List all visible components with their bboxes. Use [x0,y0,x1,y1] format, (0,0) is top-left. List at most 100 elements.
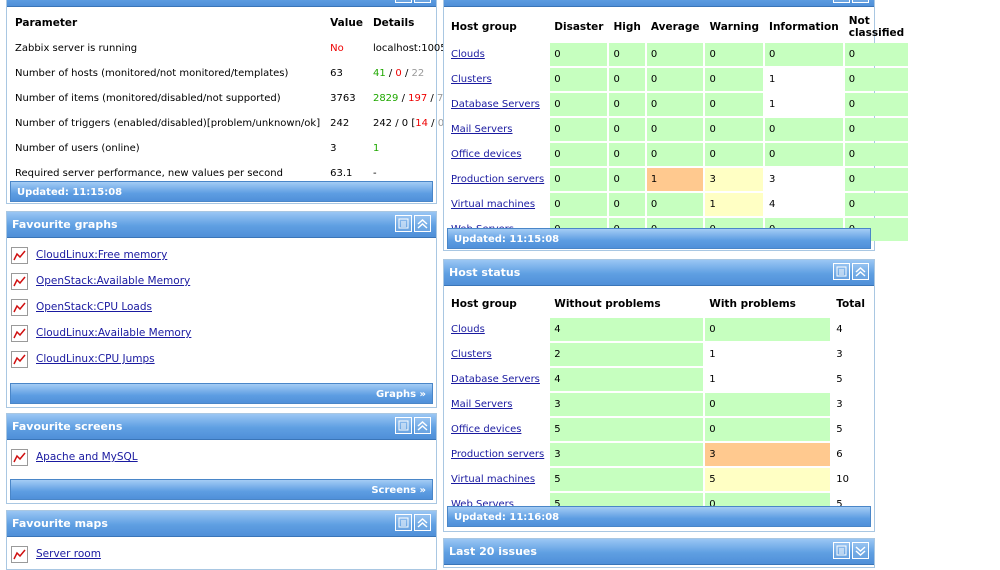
without-problems-cell: 5 [550,468,704,491]
col-with-problems: With problems [709,298,796,310]
host-group-link[interactable]: Mail Servers [451,399,513,410]
average-cell: 0 [646,118,704,141]
menu-icon[interactable] [395,0,412,3]
host-group-link[interactable]: Office devices [451,424,522,435]
graph-link[interactable]: OpenStack:CPU Loads [36,301,152,313]
param-value: 3763 [330,93,356,104]
collapse-icon[interactable] [852,263,869,280]
table-row: Number of items (monitored/disabled/not … [11,87,481,110]
last-issues-header: Last 20 issues [444,539,874,565]
warning-cell: 1 [705,193,764,216]
col-not-classified: Not classified [848,15,905,39]
host-group-link[interactable]: Virtual machines [451,199,536,210]
host-group-link[interactable]: Mail Servers [451,124,513,135]
system-status-table: Host group Disaster High Average Warning… [445,11,910,243]
total-cell: 4 [836,324,843,335]
average-cell: 0 [646,43,704,66]
high-cell: 0 [609,43,645,66]
list-item: CloudLinux:Free memory [7,242,436,268]
col-parameter: Parameter [15,17,78,29]
param-value: 3 [330,143,337,154]
graph-link[interactable]: OpenStack:Available Memory [36,275,191,287]
unknown-count: 0 [437,118,445,129]
col-host-group: Host group [451,298,517,310]
graphs-footer-link[interactable]: Graphs » [10,383,433,404]
favourite-maps-header: Favourite maps [7,511,436,537]
col-information: Information [769,21,839,33]
host-group-link[interactable]: Clouds [451,49,485,60]
table-row: Clouds 4 0 4 [447,318,871,341]
graph-icon [11,324,28,342]
without-problems-cell: 3 [550,393,704,416]
total-cell: 5 [836,499,843,510]
collapse-icon[interactable] [414,0,431,3]
favourite-graphs-title: Favourite graphs [12,218,118,231]
information-cell: 3 [769,174,776,185]
disaster-cell: 0 [550,93,608,116]
without-problems-cell: 4 [550,368,704,391]
host-group-link[interactable]: Clusters [451,349,492,360]
menu-icon[interactable] [833,542,850,559]
favourite-screens-header: Favourite screens [7,414,436,440]
collapse-icon[interactable] [414,514,431,531]
menu-icon[interactable] [395,514,412,531]
host-group-link[interactable]: Database Servers [451,99,540,110]
without-problems-cell: 4 [550,318,704,341]
host-group-link[interactable]: Clouds [451,324,485,335]
information-cell: 1 [769,99,776,110]
col-value: Value [330,17,363,29]
system-status-header [444,0,874,7]
problem-count: 14 [415,118,428,129]
host-group-link[interactable]: Web Servers [451,499,514,510]
param-details: 1 [372,143,380,154]
expand-icon[interactable] [852,542,869,559]
list-item: CloudLinux:Available Memory [7,320,436,346]
screens-footer-link[interactable]: Screens » [10,479,433,500]
monitored-count: 41 [372,68,386,79]
high-cell: 0 [609,143,645,166]
graph-link[interactable]: CloudLinux:CPU Jumps [36,353,155,365]
high-cell: 0 [609,168,645,191]
templates-count: 22 [411,68,425,79]
host-group-link[interactable]: Production servers [451,449,545,460]
favourite-screens-list: Apache and MySQL [7,440,436,470]
graph-link[interactable]: CloudLinux:Available Memory [36,327,192,339]
graph-link[interactable]: CloudLinux:Free memory [36,249,168,261]
table-row: Clouds 0 0 0 0 0 0 [447,43,909,66]
table-row: Production servers 0 0 1 3 3 0 [447,168,909,191]
collapse-icon[interactable] [414,417,431,434]
last-issues-widget: Last 20 issues [443,538,875,568]
warning-cell: 0 [705,93,764,116]
menu-icon[interactable] [395,215,412,232]
host-group-link[interactable]: Database Servers [451,374,540,385]
menu-icon[interactable] [833,0,850,3]
status-table-header: Parameter Value Details [11,11,481,35]
host-status-title: Host status [449,266,521,279]
menu-icon[interactable] [833,263,850,280]
collapse-icon[interactable] [414,215,431,232]
param-label: Number of items (monitored/disabled/not … [15,93,281,104]
map-link[interactable]: Server room [36,548,101,560]
collapse-icon[interactable] [852,0,869,3]
average-cell: 0 [646,143,704,166]
high-cell: 0 [609,68,645,91]
menu-icon[interactable] [395,417,412,434]
graph-icon [11,298,28,316]
table-row: Clusters 0 0 0 0 1 0 [447,68,909,91]
graph-icon [11,246,28,264]
host-status-table: Host group Without problems With problem… [445,290,873,518]
with-problems-cell: 1 [709,349,716,360]
table-row: Office devices 5 0 5 [447,418,871,441]
not-classified-cell: 0 [844,193,909,216]
host-group-link[interactable]: Office devices [451,149,522,160]
host-group-link[interactable]: Clusters [451,74,492,85]
screen-icon [11,448,28,466]
param-label: Number of triggers (enabled/disabled)[pr… [15,118,321,129]
screen-link[interactable]: Apache and MySQL [36,451,138,463]
not-classified-cell: 0 [844,68,909,91]
average-cell: 0 [646,68,704,91]
table-row: Number of hosts (monitored/not monitored… [11,62,481,85]
host-group-link[interactable]: Production servers [451,174,545,185]
disaster-cell: 0 [550,118,608,141]
host-group-link[interactable]: Virtual machines [451,474,536,485]
